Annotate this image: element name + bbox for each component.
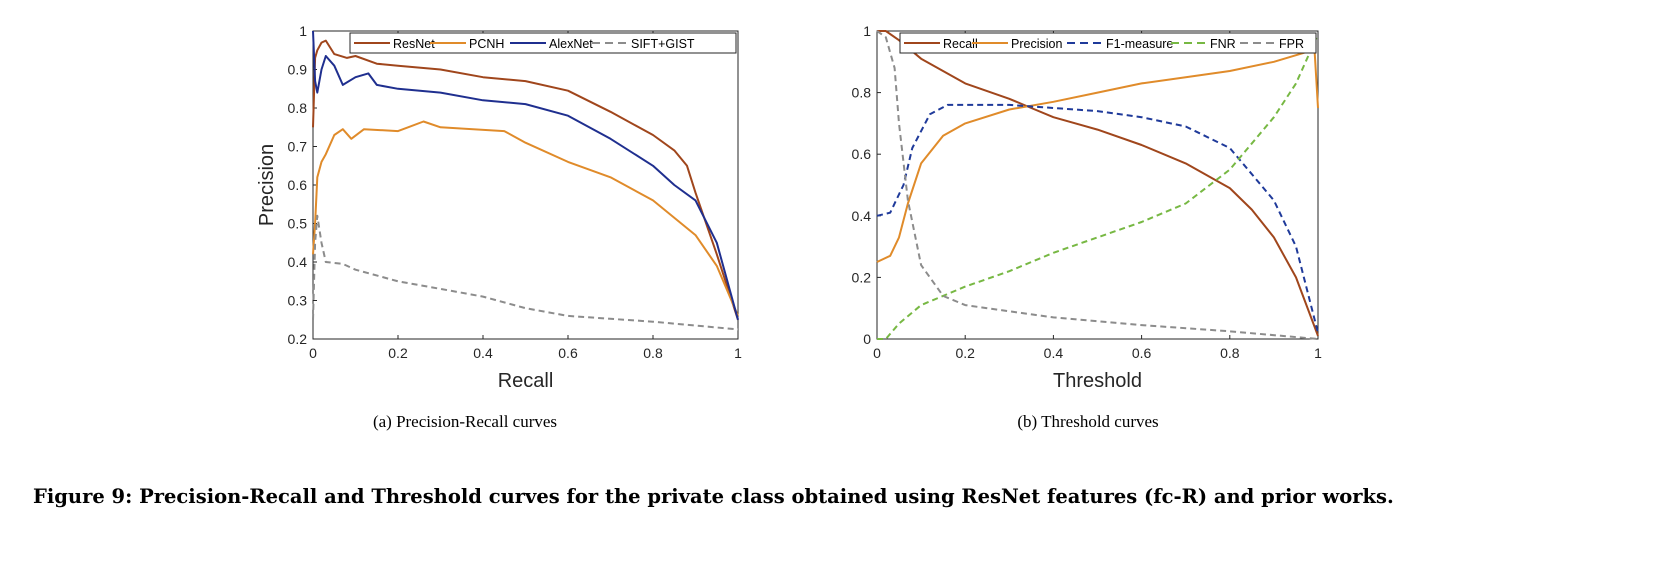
- legend-label: Recall: [943, 37, 978, 51]
- threshold-chart: 0 0.2 0.4 0.6 0.8 1 0 0.2 0.4 0.6 0.8 1 Threshold Rec…: [852, 23, 1323, 392]
- y-tick-label: 0.6: [852, 146, 872, 162]
- legend-box: [899, 32, 1317, 54]
- series-line-fpr: [876, 30, 1319, 340]
- series-line-pcnh: [312, 120, 739, 317]
- series-line-recall: [877, 30, 1319, 337]
- x-tick-label: 0.4: [473, 345, 493, 361]
- legend-label: PCNH: [469, 37, 504, 51]
- subcaption-b: (b) Threshold curves: [1017, 412, 1159, 431]
- figure-caption: Figure 9: Precision-Recall and Threshold…: [33, 485, 1394, 508]
- legend-label: ResNet: [393, 37, 435, 51]
- legend-label: FPR: [1279, 37, 1304, 51]
- legend-label: FNR: [1210, 37, 1236, 51]
- x-tick-label: 0.6: [558, 345, 578, 361]
- series-line-precision: [876, 33, 1319, 263]
- y-tick-label: 0: [863, 331, 871, 347]
- series-line-fnr: [877, 33, 1319, 340]
- subcaption-a: (a) Precision-Recall curves: [372, 412, 558, 431]
- series-line-f1-measure: [876, 103, 1319, 334]
- plot-area: [876, 30, 1319, 340]
- x-tick-label: 0.4: [1044, 345, 1064, 361]
- x-tick-label: 0: [309, 345, 317, 361]
- y-tick-label: 0.3: [288, 293, 308, 309]
- y-tick-label: 0.4: [288, 254, 308, 270]
- y-tick-label: 0.8: [288, 100, 308, 116]
- x-tick-label: 0.2: [955, 345, 975, 361]
- y-tick-label: 0.2: [852, 269, 872, 285]
- series-line-resnet: [312, 39, 739, 321]
- y-tick-label: 1: [863, 23, 871, 39]
- x-axis-label: Threshold: [1053, 370, 1142, 392]
- y-tick-label: 0.6: [288, 177, 308, 193]
- y-tick-label: 0.4: [852, 208, 872, 224]
- legend-label: AlexNet: [549, 37, 593, 51]
- series-line-alexnet: [312, 30, 739, 321]
- y-tick-label: 0.9: [288, 62, 308, 78]
- y-tick-label: 0.2: [288, 331, 308, 347]
- y-tick-label: 1: [299, 23, 307, 39]
- x-tick-label: 0.8: [643, 345, 663, 361]
- x-tick-label: 0.8: [1220, 345, 1240, 361]
- x-tick-label: 0.6: [1132, 345, 1152, 361]
- x-axis-label: Recall: [498, 370, 554, 392]
- x-tick-label: 0.2: [388, 345, 408, 361]
- precision-recall-chart: 0 0.2 0.4 0.6 0.8 10.20.30.40.50.60.70.80.91R…: [256, 23, 742, 392]
- x-tick-label: 1: [1314, 345, 1322, 361]
- y-tick-label: 0.5: [288, 216, 308, 232]
- legend-label: F1-measure: [1106, 37, 1173, 51]
- y-tick-label: 0.8: [852, 85, 872, 101]
- legend-label: Precision: [1011, 37, 1062, 51]
- legend-label: SIFT+GIST: [631, 37, 695, 51]
- x-tick-label: 1: [734, 345, 742, 361]
- x-tick-label: 0: [873, 345, 881, 361]
- y-axis-label: Precision: [256, 144, 278, 226]
- series-line-sift-gist: [312, 214, 739, 331]
- y-tick-label: 0.7: [288, 139, 308, 155]
